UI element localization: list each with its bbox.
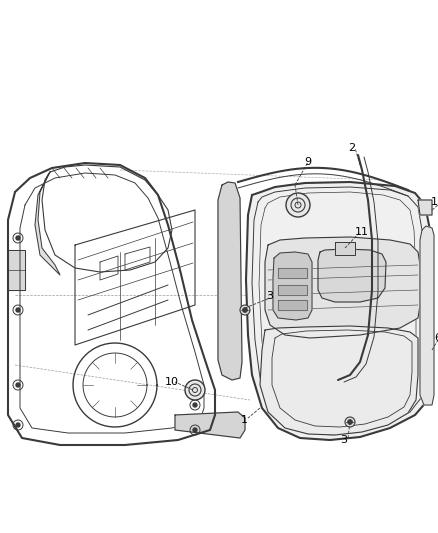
- Circle shape: [347, 419, 353, 424]
- Circle shape: [16, 236, 20, 240]
- Polygon shape: [35, 172, 60, 275]
- Polygon shape: [218, 182, 242, 380]
- Circle shape: [286, 193, 310, 217]
- Polygon shape: [418, 200, 432, 215]
- Polygon shape: [420, 226, 434, 405]
- Text: 6: 6: [434, 333, 438, 343]
- Polygon shape: [265, 237, 420, 338]
- Text: 13: 13: [431, 197, 438, 207]
- Text: 11: 11: [355, 227, 369, 237]
- Circle shape: [243, 308, 247, 312]
- Circle shape: [345, 417, 355, 427]
- Polygon shape: [246, 182, 432, 440]
- Polygon shape: [318, 249, 386, 302]
- Polygon shape: [8, 250, 25, 290]
- Polygon shape: [278, 268, 307, 278]
- Polygon shape: [278, 300, 307, 310]
- Circle shape: [193, 428, 197, 432]
- Circle shape: [240, 305, 250, 315]
- Polygon shape: [278, 285, 307, 295]
- Circle shape: [16, 308, 20, 312]
- Text: 9: 9: [304, 157, 311, 167]
- Circle shape: [185, 380, 205, 400]
- Text: 3: 3: [340, 435, 347, 445]
- Text: 2: 2: [349, 143, 356, 153]
- Text: 10: 10: [165, 377, 179, 387]
- Polygon shape: [335, 242, 355, 255]
- Text: 3: 3: [266, 291, 273, 301]
- Polygon shape: [175, 412, 245, 438]
- Polygon shape: [260, 326, 418, 435]
- Circle shape: [16, 383, 20, 387]
- Circle shape: [16, 423, 20, 427]
- Circle shape: [193, 403, 197, 407]
- Text: 1: 1: [240, 415, 247, 425]
- Polygon shape: [273, 252, 312, 320]
